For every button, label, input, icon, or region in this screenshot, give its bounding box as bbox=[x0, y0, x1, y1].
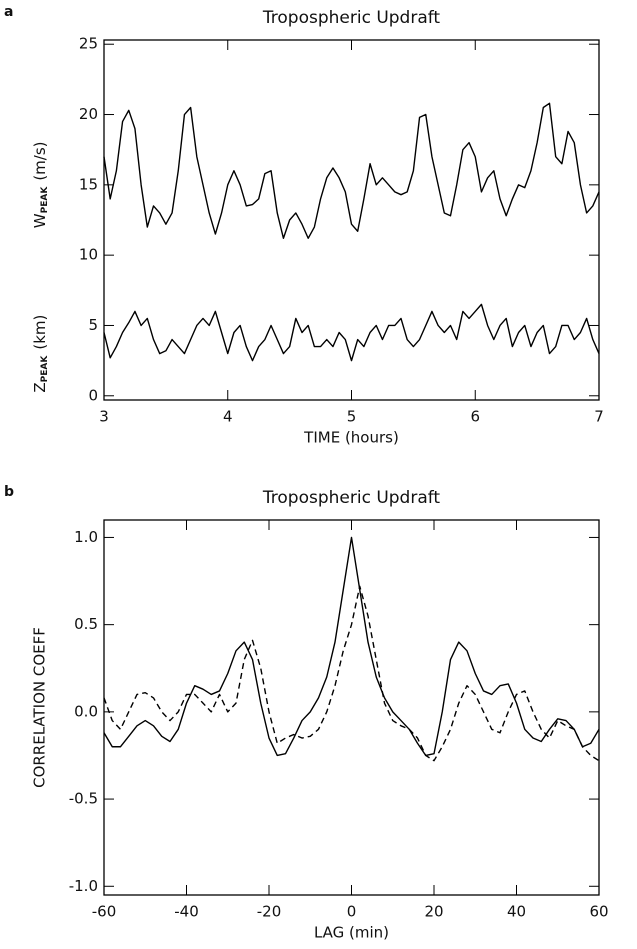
y-axis-label: CORRELATION COEFF bbox=[31, 627, 49, 788]
y-axis-subscript: PEAK bbox=[40, 186, 50, 214]
x-axis-label: LAG (min) bbox=[314, 924, 389, 942]
y-axis-unit: (km) bbox=[31, 315, 49, 350]
y-tick-label: 10 bbox=[79, 246, 98, 264]
y-tick-label: 0 bbox=[88, 386, 98, 404]
x-tick-label: 40 bbox=[507, 903, 526, 921]
x-tick-label: 20 bbox=[424, 903, 443, 921]
y-tick-label: 1.0 bbox=[74, 528, 98, 546]
y-tick-label: 0.0 bbox=[74, 702, 98, 720]
x-tick-label: 3 bbox=[99, 408, 109, 426]
panel-label: a bbox=[4, 4, 13, 20]
x-tick-label: -60 bbox=[92, 903, 117, 921]
y-tick-label: 15 bbox=[79, 175, 98, 193]
y-axis-symbol: W bbox=[31, 213, 49, 228]
y-axis-unit: (m/s) bbox=[31, 141, 49, 180]
data-line bbox=[103, 102, 600, 239]
data-line bbox=[103, 536, 600, 757]
x-axis-label: TIME (hours) bbox=[303, 429, 399, 447]
x-tick-label: 0 bbox=[347, 903, 357, 921]
y-tick-label: 5 bbox=[88, 316, 98, 334]
y-axis-label: ZPEAK (km) bbox=[31, 315, 50, 393]
x-tick-label: 7 bbox=[594, 408, 604, 426]
y-tick-label: -1.0 bbox=[69, 877, 98, 895]
y-tick-label: 25 bbox=[79, 35, 98, 53]
y-axis-label: WPEAK (m/s) bbox=[31, 141, 50, 228]
x-tick-label: 5 bbox=[347, 408, 357, 426]
y-tick-label: 0.5 bbox=[74, 615, 98, 633]
y-tick-label: 20 bbox=[79, 105, 98, 123]
x-tick-label: 4 bbox=[223, 408, 233, 426]
panel-label: b bbox=[4, 484, 14, 500]
data-line bbox=[103, 303, 600, 362]
x-tick-label: -20 bbox=[257, 903, 282, 921]
x-tick-label: 6 bbox=[470, 408, 480, 426]
x-tick-label: -40 bbox=[174, 903, 199, 921]
y-axis-symbol: Z bbox=[31, 382, 49, 392]
chart-title: Tropospheric Updraft bbox=[262, 488, 441, 508]
x-tick-label: 60 bbox=[589, 903, 608, 921]
chart-title: Tropospheric Updraft bbox=[262, 8, 441, 28]
plot-frame bbox=[103, 519, 600, 896]
y-axis-subscript: PEAK bbox=[40, 355, 50, 383]
y-tick-label: -0.5 bbox=[69, 790, 98, 808]
data-line bbox=[103, 585, 600, 762]
